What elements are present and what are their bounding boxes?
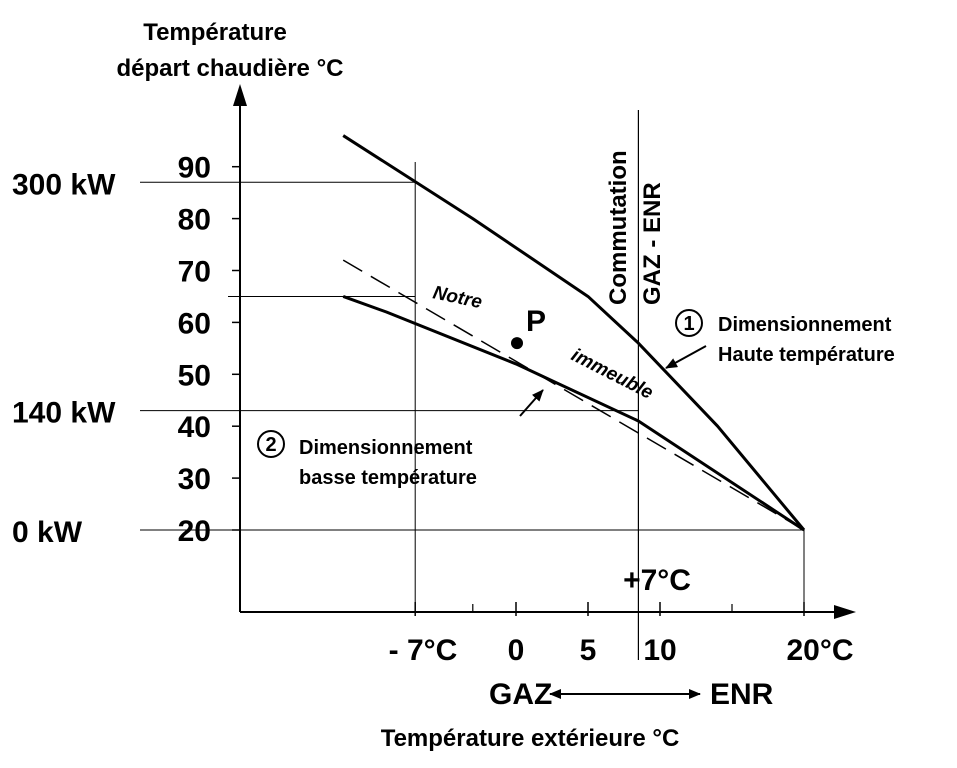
y-tick-label-90: 90 xyxy=(178,152,211,185)
y-tick-label-50: 50 xyxy=(178,359,211,392)
series-1-label-line1: Dimensionnement xyxy=(718,314,892,336)
y-tick-label-40: 40 xyxy=(178,411,211,444)
switch-label-commutation: Commutation xyxy=(605,150,632,305)
guide-lines: 300 kW 140 kW 0 kW xyxy=(12,110,805,660)
y-tick-label-60: 60 xyxy=(178,307,211,340)
power-label-2: 0 kW xyxy=(12,516,83,549)
power-label-0: 300 kW xyxy=(12,168,116,201)
y-tick-label-20: 20 xyxy=(178,515,211,548)
power-label-1: 140 kW xyxy=(12,397,116,430)
series-2-number: 2 xyxy=(265,434,276,456)
x-tick-label-20: 20°C xyxy=(786,634,853,667)
y-tick-label-70: 70 xyxy=(178,256,211,289)
switch-tick-label: +7°C xyxy=(623,564,691,597)
y-tick-label-80: 80 xyxy=(178,204,211,237)
series-1-callout-arrow xyxy=(665,345,707,369)
y-axis-arrow xyxy=(233,84,247,106)
series-group xyxy=(342,134,806,532)
y-axis-title-line2: départ chaudière °C xyxy=(117,55,344,82)
switch-label-gaz-enr: GAZ - ENR xyxy=(639,182,666,305)
point-p-label: P xyxy=(526,305,546,338)
x-axis-title: Température extérieure °C xyxy=(381,725,680,752)
series-1-number-circle xyxy=(675,309,703,337)
series-line-3 xyxy=(342,259,805,531)
point-p-marker xyxy=(511,337,523,350)
zone-label-gaz: GAZ xyxy=(489,678,552,711)
tick-group: 20 30 40 50 60 70 80 90 - 7°C 0 5 10 20°C xyxy=(178,152,854,667)
series-1-label-line2: Haute température xyxy=(718,344,895,366)
zone-label-enr: ENR xyxy=(710,678,774,711)
y-tick-label-30: 30 xyxy=(178,463,211,496)
x-tick-label-0: 0 xyxy=(508,634,525,667)
series-line-2 xyxy=(342,295,805,532)
series-2-number-circle xyxy=(257,430,285,458)
x-tick-label--7: - 7°C xyxy=(389,634,458,667)
series-1-number: 1 xyxy=(683,313,694,335)
series-2-label-line2: basse température xyxy=(299,467,477,489)
x-tick-label-10: 10 xyxy=(643,634,676,667)
y-axis-title-line1: Température xyxy=(143,19,287,46)
x-axis-arrow xyxy=(834,605,856,619)
dashed-label-notre: Notre xyxy=(431,282,484,313)
series-2-label-line1: Dimensionnement xyxy=(299,437,473,459)
series-line-1 xyxy=(342,134,806,531)
x-tick-label-5: 5 xyxy=(580,634,597,667)
series-2-callout-arrow xyxy=(519,389,544,417)
